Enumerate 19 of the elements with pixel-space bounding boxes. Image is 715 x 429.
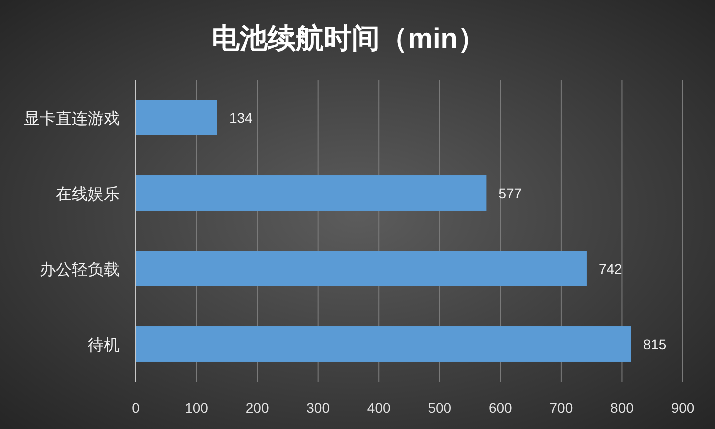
y-tick-label: 在线娱乐 [56,185,120,204]
x-tick-label: 700 [550,400,574,416]
x-tick-label: 300 [306,400,330,416]
y-tick-label: 待机 [88,336,120,354]
data-label: 577 [498,185,522,202]
x-tick-label: 200 [246,400,270,416]
x-tick-label: 900 [671,400,695,416]
y-tick-label: 办公轻负载 [40,260,120,279]
data-label: 815 [643,336,667,352]
title: 电池续航时间（min） [212,23,486,54]
x-tick-label: 500 [428,400,452,416]
y-tick-label: 显卡直连游戏 [24,110,120,128]
x-tick-label: 100 [185,400,209,416]
x-tick-label: 0 [132,400,140,416]
x-tick-label: 400 [367,400,392,416]
data-label: 134 [229,110,254,126]
data-label: 742 [598,260,623,277]
x-tick-label: 800 [610,400,634,416]
x-tick-label: 600 [488,400,513,416]
